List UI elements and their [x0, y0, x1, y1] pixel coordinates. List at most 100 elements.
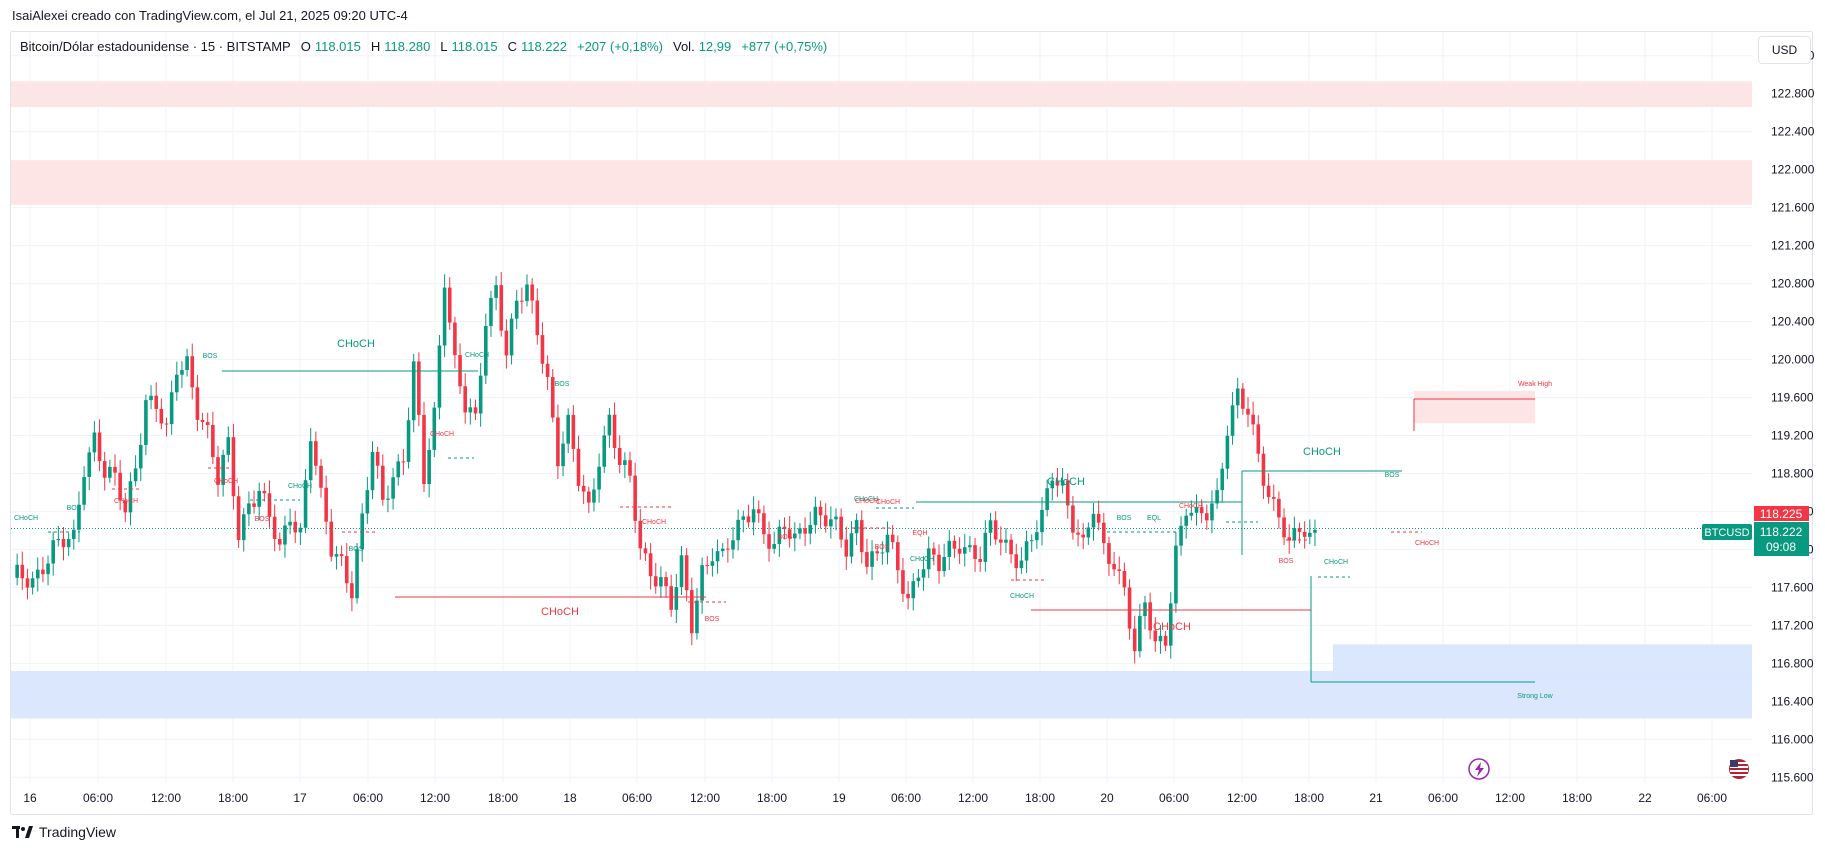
candle-body: [983, 532, 988, 562]
candle-body: [494, 285, 498, 298]
candle-body: [669, 586, 673, 610]
candle-body: [133, 468, 138, 482]
candle-body: [633, 475, 637, 521]
candle-body: [417, 361, 421, 415]
candle-body: [216, 457, 220, 485]
structure-label: Weak High: [1518, 381, 1552, 388]
candle-body: [1230, 405, 1235, 436]
candle-body: [1019, 560, 1024, 569]
us-flag-icon: [1730, 770, 1748, 772]
currency-button[interactable]: USD: [1758, 36, 1811, 64]
candle-body: [221, 454, 225, 485]
symbol-legend: Bitcoin/Dólar estadounidense · 15 · BITS…: [20, 39, 827, 54]
candle-body: [247, 503, 251, 515]
candle-body: [180, 370, 184, 375]
x-tick-label: 06:00: [353, 791, 383, 805]
candle-body: [932, 548, 936, 555]
candle-body: [1246, 408, 1250, 415]
candle-body: [1153, 630, 1158, 642]
high-value: 118.280: [384, 39, 431, 54]
structure-label: BOS: [1385, 472, 1400, 479]
candle-body: [108, 466, 112, 478]
candle-body: [46, 563, 50, 575]
candle-body: [1174, 545, 1178, 604]
structure-label: BOS: [1117, 515, 1132, 522]
candle-body: [1266, 485, 1271, 498]
candle-body: [1297, 528, 1302, 532]
tradingview-brand[interactable]: TradingView: [12, 824, 116, 840]
candle-body: [962, 547, 967, 554]
candle-body: [921, 569, 926, 578]
candle-body: [525, 284, 529, 302]
candle-body: [844, 539, 849, 557]
structure-label: CHoCH: [1179, 503, 1203, 510]
candle-body: [41, 569, 45, 575]
symbol-title[interactable]: Bitcoin/Dólar estadounidense · 15 · BITS…: [20, 39, 291, 54]
candle-body: [1241, 388, 1245, 409]
candle-body: [581, 485, 586, 492]
candle-body: [679, 555, 684, 588]
candle-body: [823, 515, 828, 527]
candle-body: [999, 539, 1003, 543]
candle-body: [1308, 532, 1312, 537]
candle-body: [1205, 513, 1209, 521]
candle-body: [35, 569, 40, 579]
candle-body: [66, 539, 71, 548]
candle-body: [772, 544, 776, 549]
candle-body: [478, 375, 483, 414]
structure-label: CHoCH: [430, 431, 454, 438]
candle-body: [159, 408, 164, 424]
candles: [15, 271, 1317, 664]
candle-body: [793, 533, 797, 539]
x-tick-label: 06:00: [1697, 791, 1727, 805]
candle-body: [695, 600, 699, 634]
candle-body: [617, 447, 622, 465]
candle-body: [1050, 480, 1055, 489]
y-tick-label: 122.800: [1771, 87, 1815, 101]
candle-body: [1071, 505, 1075, 533]
candle-body: [545, 363, 550, 378]
candle-body: [916, 577, 921, 582]
candle-body: [839, 516, 843, 540]
candle-body: [118, 472, 122, 501]
candle-body: [1086, 527, 1091, 538]
candle-body: [829, 519, 833, 527]
candle-body: [890, 534, 895, 543]
us-flag-icon: [1730, 760, 1738, 767]
structure-labels: CHoCHCHoCHCHoCHCHoCHCHoCHBOSCHoCHBOSCHoC…: [14, 338, 1554, 700]
y-tick-label: 117.600: [1771, 580, 1814, 594]
candle-body: [1313, 529, 1317, 533]
candle-body: [350, 583, 354, 599]
candle-body: [128, 481, 133, 513]
candle-body: [509, 318, 514, 356]
candle-body: [1122, 570, 1127, 588]
candle-body: [283, 525, 287, 545]
structure-label: CHoCH: [910, 556, 934, 563]
x-tick-label: 18:00: [1562, 791, 1592, 805]
candle-body: [15, 564, 19, 578]
candle-body: [453, 322, 457, 356]
candle-body: [1065, 480, 1070, 506]
candle-body: [123, 500, 128, 513]
candle-body: [623, 460, 627, 465]
candle-body: [607, 414, 612, 436]
candle-body: [587, 491, 591, 503]
structure-label: CHoCH: [288, 483, 312, 490]
candle-body: [885, 534, 890, 553]
high-label: H: [370, 39, 381, 54]
candle-body: [463, 386, 467, 413]
lightning-icon: [1475, 762, 1484, 777]
candle-body: [762, 513, 766, 535]
structure-label: CHoCH: [1303, 446, 1341, 458]
structure-label: CHoCH: [1153, 621, 1191, 633]
open-label: O: [300, 39, 311, 54]
candle-body: [1235, 388, 1240, 406]
candle-body: [659, 577, 663, 587]
candle-body: [870, 551, 874, 567]
candle-body: [1271, 497, 1276, 499]
candle-body: [252, 503, 256, 507]
candle-body: [514, 300, 519, 319]
candle-body: [293, 521, 298, 533]
